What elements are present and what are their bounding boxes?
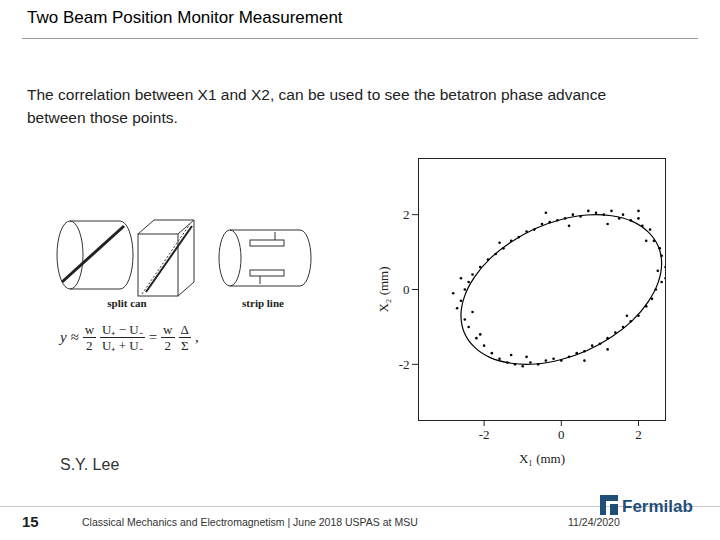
html-text:S.Y. Lee: S.Y. Lee	[60, 456, 120, 473]
html-text:15: 15	[22, 513, 39, 530]
html-text:U₊ + U₋: U₊ + U₋	[102, 338, 143, 353]
html-text:U₊ − U₋: U₊ − U₋	[102, 322, 143, 337]
svg-text:split can: split can	[107, 297, 146, 309]
svg-text:2: 2	[403, 207, 410, 222]
html-text:2: 2	[86, 338, 93, 353]
svg-text:2: 2	[635, 427, 642, 442]
svg-text:0: 0	[403, 282, 410, 297]
html-text:The correlation between X1 and: The correlation between X1 and X2, can b…	[27, 86, 607, 126]
html-text:2: 2	[164, 338, 171, 353]
svg-text:X₁ (mm): X₁ (mm)	[519, 451, 565, 466]
svg-text:strip line: strip line	[242, 297, 284, 309]
html-text:y ≈ w: y ≈ w	[60, 322, 94, 345]
svg-text:-2: -2	[399, 357, 410, 372]
html-text:= w: = w	[148, 322, 173, 345]
html-text:Σ: Σ	[180, 338, 189, 353]
html-text:Δ: Δ	[180, 322, 189, 337]
html-text:Classical Mechanics and Electr: Classical Mechanics and Electromagnetism…	[82, 516, 418, 528]
html-text:11/24/2020: 11/24/2020	[568, 516, 620, 528]
svg-text:0: 0	[558, 427, 565, 442]
svg-text:-2: -2	[479, 427, 490, 442]
svg-text:Fermilab: Fermilab	[622, 497, 693, 516]
svg-text:X₂ (mm): X₂ (mm)	[376, 266, 391, 312]
html-text:Two Beam Position Monitor Meas: Two Beam Position Monitor Measurement	[27, 8, 343, 27]
